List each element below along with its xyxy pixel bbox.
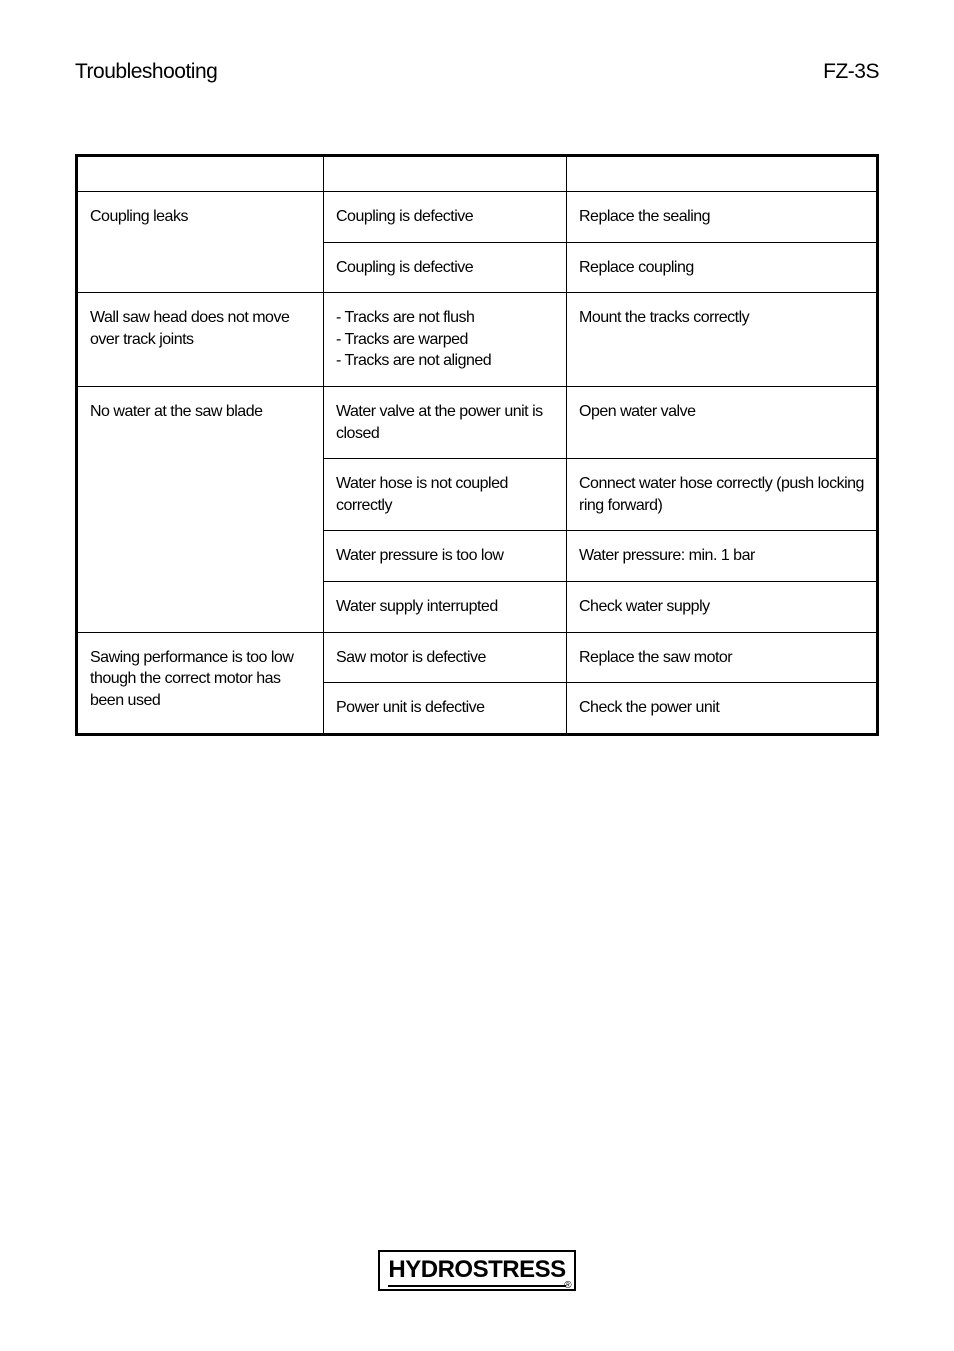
remedy-cell: Replace the sealing <box>567 192 878 243</box>
remedy-cell: Check water supply <box>567 581 878 632</box>
brand-logo: HYDROSTRESS ® <box>378 1250 575 1291</box>
page-footer: HYDROSTRESS ® <box>0 1250 954 1291</box>
cause-cell: Coupling is defective <box>324 242 567 293</box>
cause-cell: Water hose is not coupled correctly <box>324 459 567 531</box>
table-row: No water at the saw bladeWater valve at … <box>77 386 878 458</box>
registered-icon: ® <box>564 1280 571 1291</box>
remedy-cell: Replace the saw motor <box>567 632 878 683</box>
troubleshooting-table: Coupling leaksCoupling is defectiveRepla… <box>75 154 879 736</box>
table-header-cell <box>567 156 878 192</box>
cause-cell: Water pressure is too low <box>324 531 567 582</box>
table-header-cell <box>324 156 567 192</box>
table-header-row <box>77 156 878 192</box>
brand-logo-text: HYDROSTRESS <box>388 1256 565 1287</box>
problem-cell: Sawing performance is too low though the… <box>77 632 324 734</box>
cause-cell: - Tracks are not flush- Tracks are warpe… <box>324 293 567 387</box>
page: Troubleshooting FZ-3S Coupling leaksCoup… <box>0 0 954 1351</box>
table-header-cell <box>77 156 324 192</box>
table-row: Coupling leaksCoupling is defectiveRepla… <box>77 192 878 243</box>
table-row: Sawing performance is too low though the… <box>77 632 878 683</box>
problem-cell: No water at the saw blade <box>77 386 324 632</box>
problem-cell: Coupling leaks <box>77 192 324 293</box>
cause-cell: Saw motor is defective <box>324 632 567 683</box>
remedy-cell: Connect water hose correctly (push locki… <box>567 459 878 531</box>
page-header: Troubleshooting FZ-3S <box>75 60 879 84</box>
table-body: Coupling leaksCoupling is defectiveRepla… <box>77 192 878 735</box>
cause-cell: Coupling is defective <box>324 192 567 243</box>
header-title: Troubleshooting <box>75 60 217 84</box>
remedy-cell: Check the power unit <box>567 683 878 735</box>
cause-cell: Water supply interrupted <box>324 581 567 632</box>
remedy-cell: Water pressure: min. 1 bar <box>567 531 878 582</box>
header-model: FZ-3S <box>823 60 879 84</box>
remedy-cell: Mount the tracks correctly <box>567 293 878 387</box>
remedy-cell: Open water valve <box>567 386 878 458</box>
cause-cell: Water valve at the power unit is closed <box>324 386 567 458</box>
table-row: Wall saw head does not move over track j… <box>77 293 878 387</box>
cause-cell: Power unit is defective <box>324 683 567 735</box>
remedy-cell: Replace coupling <box>567 242 878 293</box>
problem-cell: Wall saw head does not move over track j… <box>77 293 324 387</box>
